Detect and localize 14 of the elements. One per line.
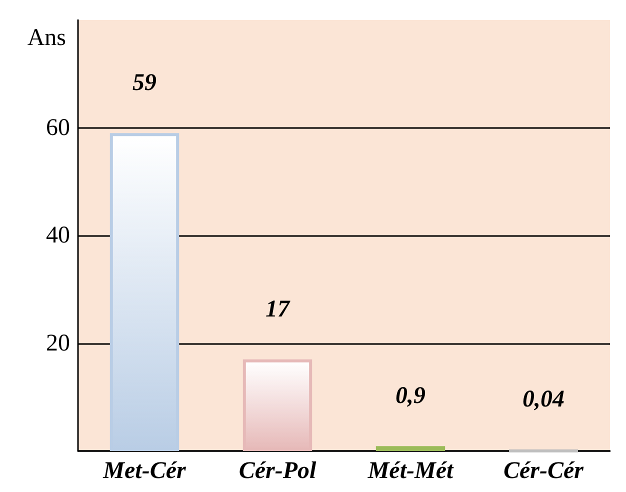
data-label: 17: [266, 296, 290, 322]
x-tick-label: Cér-Pol: [238, 458, 316, 484]
data-label: 0,9: [396, 383, 426, 410]
data-label: 59: [132, 70, 156, 96]
y-axis-title: Ans: [27, 25, 66, 51]
y-tick-label: 20: [46, 330, 70, 356]
x-tick-label: Mét-Mét: [366, 458, 454, 484]
bar: [242, 359, 312, 451]
y-tick-label: 40: [46, 222, 70, 248]
bar: [110, 133, 180, 451]
y-tick-label: 60: [46, 114, 70, 141]
x-tick-label: Met-Cér: [102, 458, 186, 484]
x-tick-label: Cér-Cér: [504, 458, 584, 484]
data-label: 0,04: [522, 386, 564, 412]
